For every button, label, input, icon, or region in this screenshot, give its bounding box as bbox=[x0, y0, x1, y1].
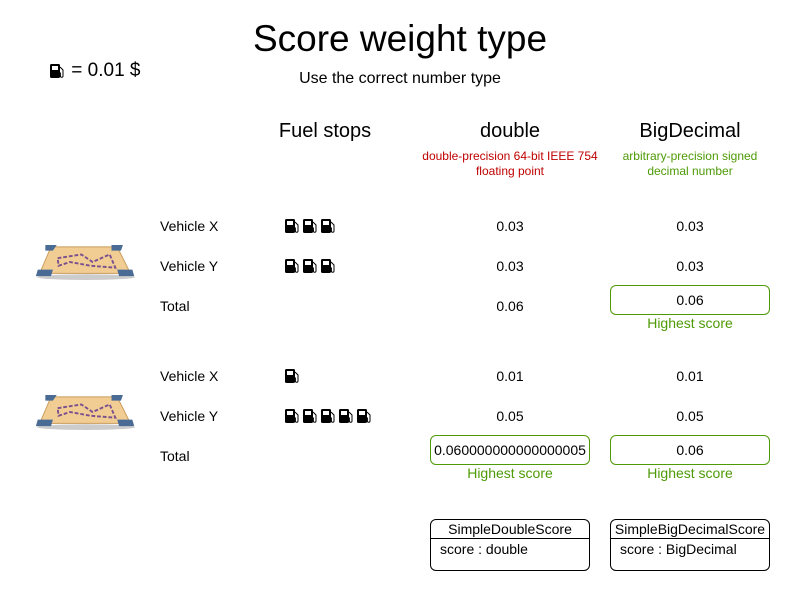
fuel-pump-icon bbox=[357, 409, 371, 423]
fuel-pump-icon bbox=[48, 62, 66, 80]
legend-text: = 0.01 $ bbox=[71, 60, 141, 81]
class-simple-double-score: SimpleDoubleScore score : double bbox=[430, 519, 590, 571]
bigdecimal-value: 0.03 bbox=[676, 218, 704, 234]
fuel-pump-icon bbox=[321, 259, 335, 273]
class-field: score : double bbox=[440, 541, 528, 557]
fuel-pump-icon bbox=[339, 409, 353, 423]
fuel-pump-icon bbox=[321, 409, 335, 423]
bigdecimal-value: 0.05 bbox=[676, 408, 704, 424]
total-big-highlighted: 0.06 bbox=[610, 285, 770, 315]
highest-score-label: Highest score bbox=[647, 315, 733, 331]
fuel-stops bbox=[283, 217, 337, 240]
title: Score weight type bbox=[252, 18, 548, 59]
fuel-pump-icon bbox=[285, 219, 299, 233]
legend: = 0.01 $ bbox=[48, 60, 140, 82]
total-double-highlighted: 0.060000000000000005 bbox=[430, 435, 590, 465]
fuel-stops bbox=[283, 367, 301, 390]
class-name: SimpleDoubleScore bbox=[431, 520, 589, 539]
fuel-pump-icon bbox=[285, 259, 299, 273]
map-route-icon bbox=[34, 242, 138, 287]
note-bigdecimal: arbitrary-precision signed decimal numbe… bbox=[622, 149, 758, 178]
total-label: Total bbox=[160, 298, 190, 314]
total-double: 0.06 bbox=[496, 298, 524, 314]
fuel-pump-icon bbox=[303, 259, 317, 273]
vehicle-label: Vehicle X bbox=[160, 368, 219, 384]
vehicle-label: Vehicle Y bbox=[160, 408, 219, 424]
highest-score-label: Highest score bbox=[467, 465, 553, 481]
double-value: 0.03 bbox=[496, 258, 524, 274]
header-double: double bbox=[479, 120, 541, 142]
double-value: 0.05 bbox=[496, 408, 524, 424]
class-name: SimpleBigDecimalScore bbox=[611, 520, 769, 539]
fuel-pump-icon bbox=[303, 409, 317, 423]
bigdecimal-value: 0.01 bbox=[676, 368, 704, 384]
total-label: Total bbox=[160, 448, 190, 464]
header-bigdecimal: BigDecimal bbox=[639, 120, 741, 142]
double-value: 0.03 bbox=[496, 218, 524, 234]
vehicle-label: Vehicle Y bbox=[160, 258, 219, 274]
map-route-icon bbox=[34, 392, 138, 437]
note-double: double-precision 64-bit IEEE 754 floatin… bbox=[422, 149, 598, 178]
double-value: 0.01 bbox=[496, 368, 524, 384]
fuel-pump-icon bbox=[285, 369, 299, 383]
fuel-stops bbox=[283, 257, 337, 280]
fuel-pump-icon bbox=[303, 219, 317, 233]
vehicle-label: Vehicle X bbox=[160, 218, 219, 234]
class-field: score : BigDecimal bbox=[620, 541, 737, 557]
highest-score-label: Highest score bbox=[647, 465, 733, 481]
total-big-highlighted: 0.06 bbox=[610, 435, 770, 465]
fuel-stops bbox=[283, 407, 373, 430]
subtitle: Use the correct number type bbox=[299, 70, 501, 87]
bigdecimal-value: 0.03 bbox=[676, 258, 704, 274]
header-fuel-stops: Fuel stops bbox=[278, 120, 372, 142]
fuel-pump-icon bbox=[285, 409, 299, 423]
fuel-pump-icon bbox=[321, 219, 335, 233]
class-simple-bigdecimal-score: SimpleBigDecimalScore score : BigDecimal bbox=[610, 519, 770, 571]
